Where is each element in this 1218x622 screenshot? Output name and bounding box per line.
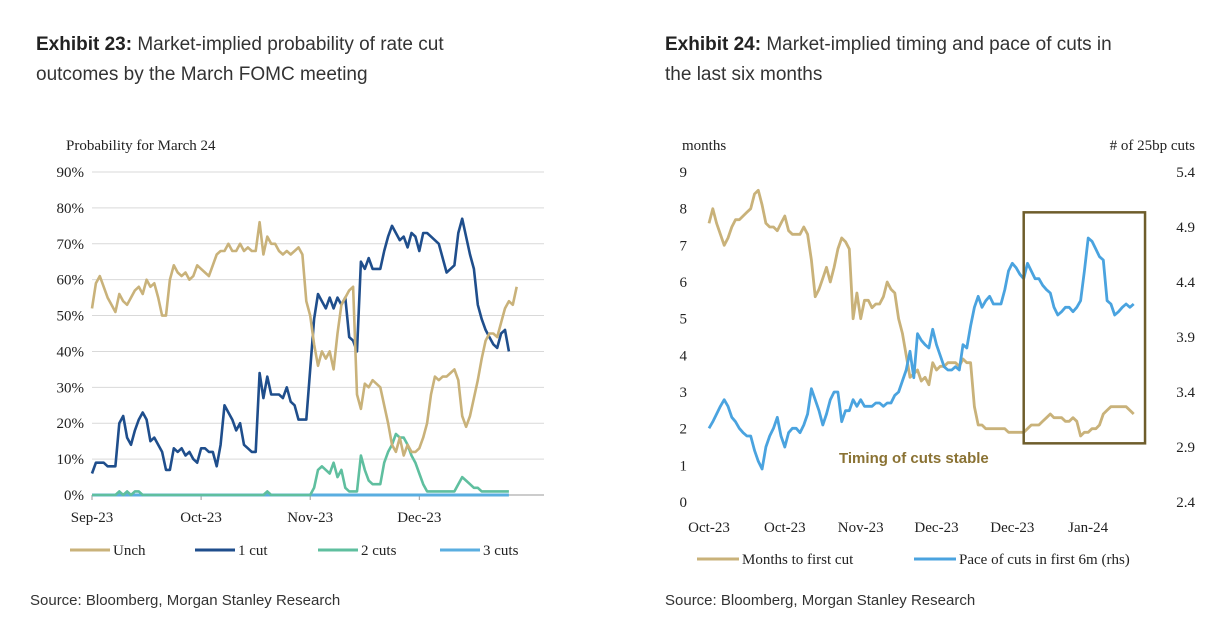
exhibit-24-y-tick-label-left: 3 bbox=[680, 385, 688, 401]
exhibit-23-series-unch bbox=[90, 220, 518, 457]
exhibit-24-highlight-rect bbox=[1022, 211, 1147, 445]
exhibit-24-y-tick-label-left: 5 bbox=[680, 312, 688, 328]
exhibit-23-ylabel: Probability for March 24 bbox=[66, 138, 216, 154]
exhibit-23-y-tick-label: 80% bbox=[57, 201, 85, 217]
exhibit-24-chart: months # of 25bp cuts 0 1 2 3 4 5 6 7 8 9 2.4 2.9 3… bbox=[680, 138, 1196, 568]
exhibit-23-legend-label-3-cuts: 3 cuts bbox=[483, 543, 519, 559]
exhibit-23-legend-label-unch: Unch bbox=[113, 543, 146, 559]
exhibit-23-x-tick-label: Oct-23 bbox=[180, 510, 222, 526]
exhibit-24-title-line-1: Market-implied timing and pace of cuts i… bbox=[766, 34, 1112, 55]
exhibit-23-y-tick-label: 20% bbox=[57, 416, 85, 432]
exhibit-24-y-tick-label-right: 5.4 bbox=[1176, 165, 1195, 181]
exhibit-23-chart: Probability for March 24 0% 10% 20% 30% 40% 5… bbox=[57, 138, 544, 559]
exhibit-24-y-tick-label-left: 9 bbox=[680, 165, 688, 181]
exhibit-23-label: Exhibit 23: bbox=[36, 34, 133, 55]
exhibit-24-y-tick-label-right: 3.9 bbox=[1176, 330, 1195, 346]
exhibit-24-y-tick-label-left: 7 bbox=[680, 238, 688, 254]
exhibit-23-x-ticks: Sep-23 Oct-23 Nov-23 Dec-23 bbox=[71, 495, 441, 526]
exhibit-24-series bbox=[707, 188, 1135, 471]
exhibit-24-y-tick-label-right: 2.9 bbox=[1176, 440, 1195, 456]
exhibit-24-legend: Months to first cut Pace of cuts in first… bbox=[697, 552, 1130, 568]
exhibit-24-x-tick-label: Oct-23 bbox=[688, 520, 730, 536]
exhibit-23-y-tick-label: 10% bbox=[57, 452, 85, 468]
exhibit-23-panel: Exhibit 23: Market-implied probability o… bbox=[30, 30, 596, 609]
exhibit-24-x-ticks: Oct-23 Oct-23 Nov-23 Dec-23 Dec-23 Jan-24 bbox=[688, 520, 1108, 536]
exhibit-24-y-ticks-right: 2.4 2.9 3.4 3.9 4.4 4.9 5.4 bbox=[1176, 165, 1195, 511]
exhibit-23-series-2-cuts bbox=[92, 432, 509, 497]
exhibit-24-annotation: Timing of cuts stable bbox=[839, 450, 989, 467]
exhibit-24-x-tick-label: Nov-23 bbox=[838, 520, 884, 536]
exhibit-23-legend: Unch 1 cut 2 cuts 3 cuts bbox=[70, 543, 519, 559]
exhibit-24-y-tick-label-left: 1 bbox=[680, 458, 688, 474]
exhibit-24-title: Exhibit 24: Market-implied timing and pa… bbox=[665, 30, 1205, 90]
exhibit-24-y-tick-label-left: 8 bbox=[680, 202, 688, 218]
exhibit-23-x-tick-label: Sep-23 bbox=[71, 510, 114, 526]
exhibit-24-y-tick-label-right: 4.9 bbox=[1176, 220, 1195, 236]
exhibit-24-panel: Exhibit 24: Market-implied timing and pa… bbox=[609, 0, 1218, 622]
exhibit-24-y-tick-label-right: 3.4 bbox=[1176, 385, 1195, 401]
exhibit-24-y-tick-label-right: 2.4 bbox=[1176, 495, 1195, 511]
exhibit-23-y-tick-label: 90% bbox=[57, 165, 85, 181]
exhibit-24-legend-label-pace-of-cuts-in-first-6m-rhs: Pace of cuts in first 6m (rhs) bbox=[959, 552, 1130, 568]
exhibit-23-title-line-1: Market-implied probability of rate cut bbox=[137, 34, 444, 55]
exhibit-24-y-tick-label-right: 4.4 bbox=[1176, 275, 1195, 291]
exhibit-24-y-tick-label-left: 6 bbox=[680, 275, 688, 291]
exhibit-24-ylabel-left: months bbox=[682, 138, 726, 154]
exhibit-24-label: Exhibit 24: bbox=[665, 34, 762, 55]
exhibit-23-y-tick-label: 30% bbox=[57, 380, 85, 396]
exhibit-24-series-pace-of-cuts-in-first-6m-rhs bbox=[707, 236, 1135, 471]
exhibit-24-y-ticks-left: 0 1 2 3 4 5 6 7 8 9 bbox=[680, 165, 688, 511]
exhibit-23-y-tick-label: 50% bbox=[57, 309, 85, 325]
exhibit-24-x-tick-label: Oct-23 bbox=[764, 520, 806, 536]
exhibit-24-y-tick-label-left: 0 bbox=[680, 495, 688, 511]
exhibit-24-legend-label-months-to-first-cut: Months to first cut bbox=[742, 552, 854, 568]
exhibit-23-y-ticks: 0% 10% 20% 30% 40% 50% 60% 70% 80% 90% bbox=[57, 165, 85, 504]
exhibit-23-series bbox=[90, 217, 518, 497]
exhibit-23-legend-label-1-cut: 1 cut bbox=[238, 543, 268, 559]
exhibit-23-title: Exhibit 23: Market-implied probability o… bbox=[36, 30, 596, 90]
exhibit-23-series-1-cut bbox=[90, 217, 511, 474]
exhibit-23-y-tick-label: 70% bbox=[57, 237, 85, 253]
exhibit-23-y-tick-label: 0% bbox=[64, 488, 84, 504]
exhibit-23-legend-label-2-cuts: 2 cuts bbox=[361, 543, 397, 559]
exhibit-24-x-tick-label: Jan-24 bbox=[1068, 520, 1108, 536]
exhibit-23-x-tick-label: Nov-23 bbox=[287, 510, 333, 526]
exhibit-24-y-tick-label-left: 4 bbox=[680, 348, 688, 364]
exhibit-24-x-tick-label: Dec-23 bbox=[914, 520, 958, 536]
exhibit-23-x-tick-label: Dec-23 bbox=[397, 510, 441, 526]
exhibit-24-title-line-2: the last six months bbox=[665, 64, 823, 85]
exhibit-23-y-tick-label: 40% bbox=[57, 344, 85, 360]
exhibit-23-source: Source: Bloomberg, Morgan Stanley Resear… bbox=[30, 592, 341, 609]
exhibit-24-highlight-box bbox=[1022, 211, 1147, 445]
exhibit-24-source: Source: Bloomberg, Morgan Stanley Resear… bbox=[665, 592, 976, 609]
exhibit-24-ylabel-right: # of 25bp cuts bbox=[1110, 138, 1196, 154]
exhibit-23-y-tick-label: 60% bbox=[57, 273, 85, 289]
exhibit-23-title-line-2: outcomes by the March FOMC meeting bbox=[36, 64, 368, 85]
exhibit-24-y-tick-label-left: 2 bbox=[680, 422, 688, 438]
exhibit-24-x-tick-label: Dec-23 bbox=[990, 520, 1034, 536]
exhibit-24-series-months-to-first-cut bbox=[707, 188, 1135, 438]
